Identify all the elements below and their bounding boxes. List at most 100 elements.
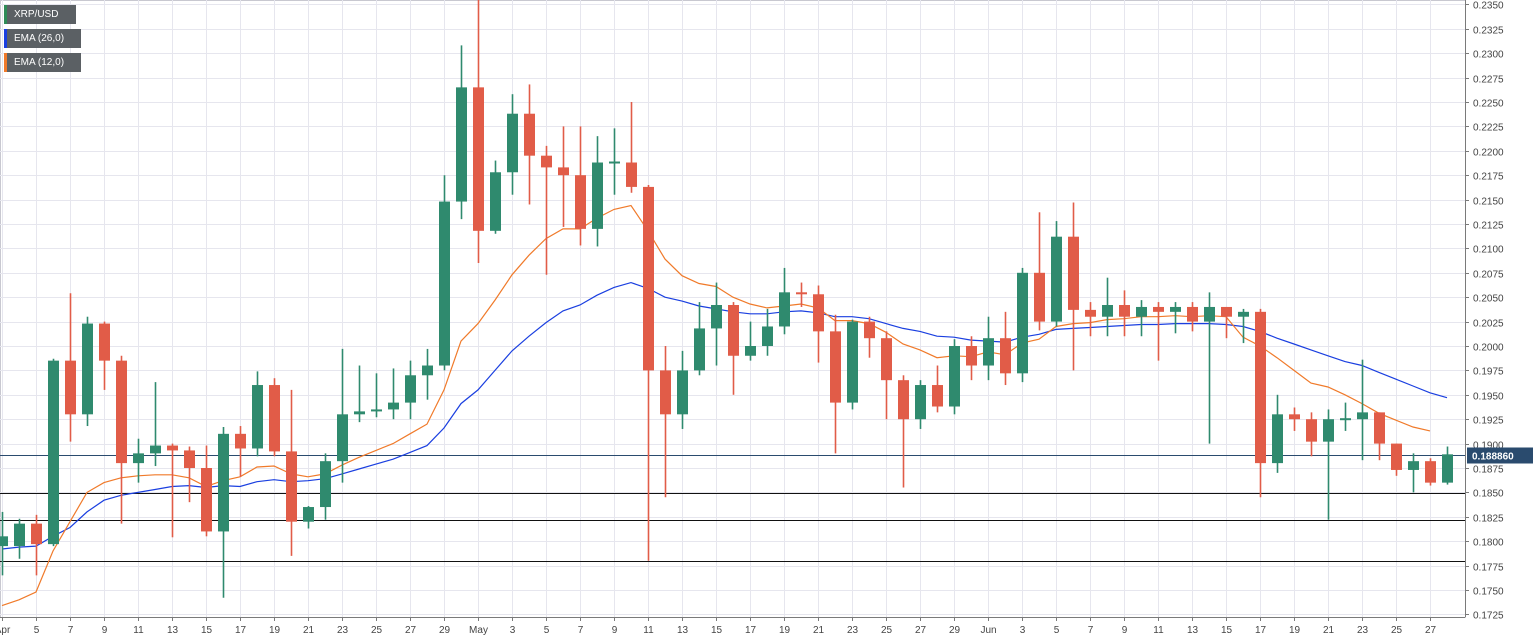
candle-up <box>150 382 161 467</box>
candle-body <box>779 292 790 327</box>
candle-body <box>1102 305 1113 317</box>
date-axis[interactable]: Apr 5 7 9 11 13 15 17 19 21 23 25 27 29 May 3 5 7 9 11 13 15 1… <box>0 617 1465 636</box>
candle-body <box>745 346 756 356</box>
x-tick-label: 13 <box>677 625 689 636</box>
candle-down <box>728 302 739 395</box>
x-tick-label: 5 <box>544 625 550 636</box>
y-tick-label: 0.1950 <box>1473 392 1504 403</box>
y-tick-label: 0.1750 <box>1473 587 1504 598</box>
y-tick-label: 0.2075 <box>1473 270 1504 281</box>
candle-body <box>1408 461 1419 470</box>
legend-item-xrpusd[interactable]: XRP/USD <box>4 5 76 24</box>
candle-up <box>1357 359 1368 461</box>
x-tick-label: Jun <box>980 625 996 636</box>
candle-body <box>456 87 467 202</box>
legend-item-ema26[interactable]: EMA (26,0) <box>4 29 81 48</box>
candle-down <box>65 293 76 442</box>
candle-down <box>1068 202 1079 371</box>
x-tick-label: 25 <box>1391 625 1403 636</box>
candle-body <box>796 292 807 295</box>
candle-body <box>286 451 297 522</box>
candle-down <box>235 426 246 477</box>
x-tick-label: 11 <box>133 625 144 636</box>
x-tick-label: 27 <box>1425 625 1437 636</box>
y-tick-label: 0.2125 <box>1473 221 1504 232</box>
y-tick-label: 0.1900 <box>1473 441 1504 452</box>
candle-up <box>983 316 994 381</box>
candle-up <box>592 136 603 247</box>
candle-up <box>1204 292 1215 444</box>
candle-up <box>388 368 399 420</box>
y-tick-label: 0.2300 <box>1473 50 1504 61</box>
legend-swatch <box>4 5 7 24</box>
candle-up <box>371 373 382 418</box>
candle-body <box>541 155 552 168</box>
y-tick-label: 0.2000 <box>1473 343 1504 354</box>
candle-body <box>762 326 773 346</box>
x-tick-label: 29 <box>439 625 451 636</box>
current-price-label: 0.188860 <box>1472 452 1514 463</box>
legend-item-ema12[interactable]: EMA (12,0) <box>4 53 81 72</box>
legend-swatch <box>4 29 7 48</box>
candle-body <box>660 370 671 415</box>
candle-body <box>1425 461 1436 483</box>
candle-up <box>745 321 756 361</box>
candle-down <box>99 321 110 390</box>
x-tick-label: 9 <box>612 625 618 636</box>
candle-body <box>711 305 722 329</box>
x-tick-label: 3 <box>510 625 516 636</box>
candle-up <box>1442 446 1453 485</box>
y-tick-label: 0.2150 <box>1473 197 1504 208</box>
candle-body <box>932 385 943 407</box>
candle-up <box>133 438 144 483</box>
candle-body <box>1442 454 1453 483</box>
candle-down <box>31 514 42 576</box>
x-tick-label: 7 <box>1088 625 1094 636</box>
candle-body <box>1136 306 1147 317</box>
candle-body <box>507 113 518 173</box>
candle-body <box>65 360 76 415</box>
candle-down <box>932 365 943 413</box>
y-tick-label: 0.1850 <box>1473 489 1504 500</box>
y-tick-label: 0.1725 <box>1473 611 1504 622</box>
candle-up <box>422 348 433 400</box>
candle-body <box>1357 412 1368 420</box>
candle-body <box>201 468 212 532</box>
candle-body <box>864 321 875 339</box>
x-tick-label: 5 <box>34 625 40 636</box>
candle-body <box>1170 306 1181 312</box>
y-tick-label: 0.2275 <box>1473 75 1504 86</box>
candles <box>0 0 1453 598</box>
ema26-line <box>1 281 1448 550</box>
x-tick-label: 7 <box>578 625 584 636</box>
candle-down <box>813 285 824 363</box>
y-tick-label: 0.2250 <box>1473 99 1504 110</box>
candle-body <box>1068 236 1079 310</box>
candle-body <box>320 461 331 508</box>
candle-down <box>167 443 178 538</box>
candle-body <box>235 433 246 449</box>
x-tick-label: 17 <box>745 625 757 636</box>
candle-down <box>558 126 569 227</box>
x-tick-label: 27 <box>915 625 927 636</box>
candle-down <box>524 84 535 205</box>
candle-up <box>677 350 688 429</box>
price-axis[interactable]: 0.1725 0.1750 0.1775 0.1800 0.1825 0.1850 0.18… <box>1465 0 1504 622</box>
x-tick-label: 9 <box>102 625 108 636</box>
candle-body <box>847 321 858 403</box>
candle-body <box>1153 306 1164 312</box>
candle-body <box>252 385 263 449</box>
candle-body <box>269 385 280 452</box>
candle-up <box>1238 308 1249 344</box>
candle-body <box>0 536 8 547</box>
candle-up <box>949 339 960 415</box>
candle-down <box>1119 290 1130 337</box>
y-tick-label: 0.1775 <box>1473 563 1504 574</box>
y-tick-label: 0.1800 <box>1473 538 1504 549</box>
candle-up <box>252 371 263 457</box>
x-tick-label: 5 <box>1054 625 1060 636</box>
x-tick-label: 21 <box>303 625 315 636</box>
candle-up <box>490 160 501 234</box>
y-tick-label: 0.2050 <box>1473 294 1504 305</box>
candle-up <box>14 518 25 559</box>
